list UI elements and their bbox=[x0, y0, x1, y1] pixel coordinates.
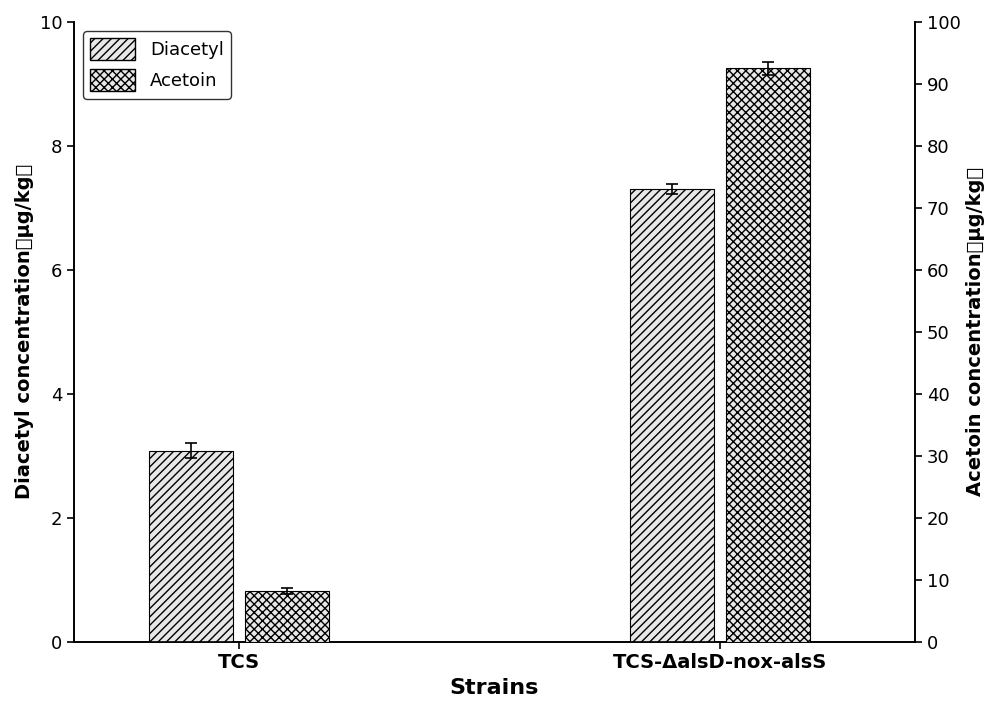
X-axis label: Strains: Strains bbox=[450, 678, 539, 698]
Bar bbox=[630, 190, 714, 642]
Y-axis label: Acetoin concentration（μg/kg）: Acetoin concentration（μg/kg） bbox=[966, 168, 985, 496]
Bar bbox=[245, 591, 329, 642]
Y-axis label: Diacetyl concentration（μg/kg）: Diacetyl concentration（μg/kg） bbox=[15, 164, 34, 499]
Bar bbox=[149, 451, 233, 642]
Bar bbox=[726, 68, 810, 642]
Legend: Diacetyl, Acetoin: Diacetyl, Acetoin bbox=[83, 31, 231, 98]
